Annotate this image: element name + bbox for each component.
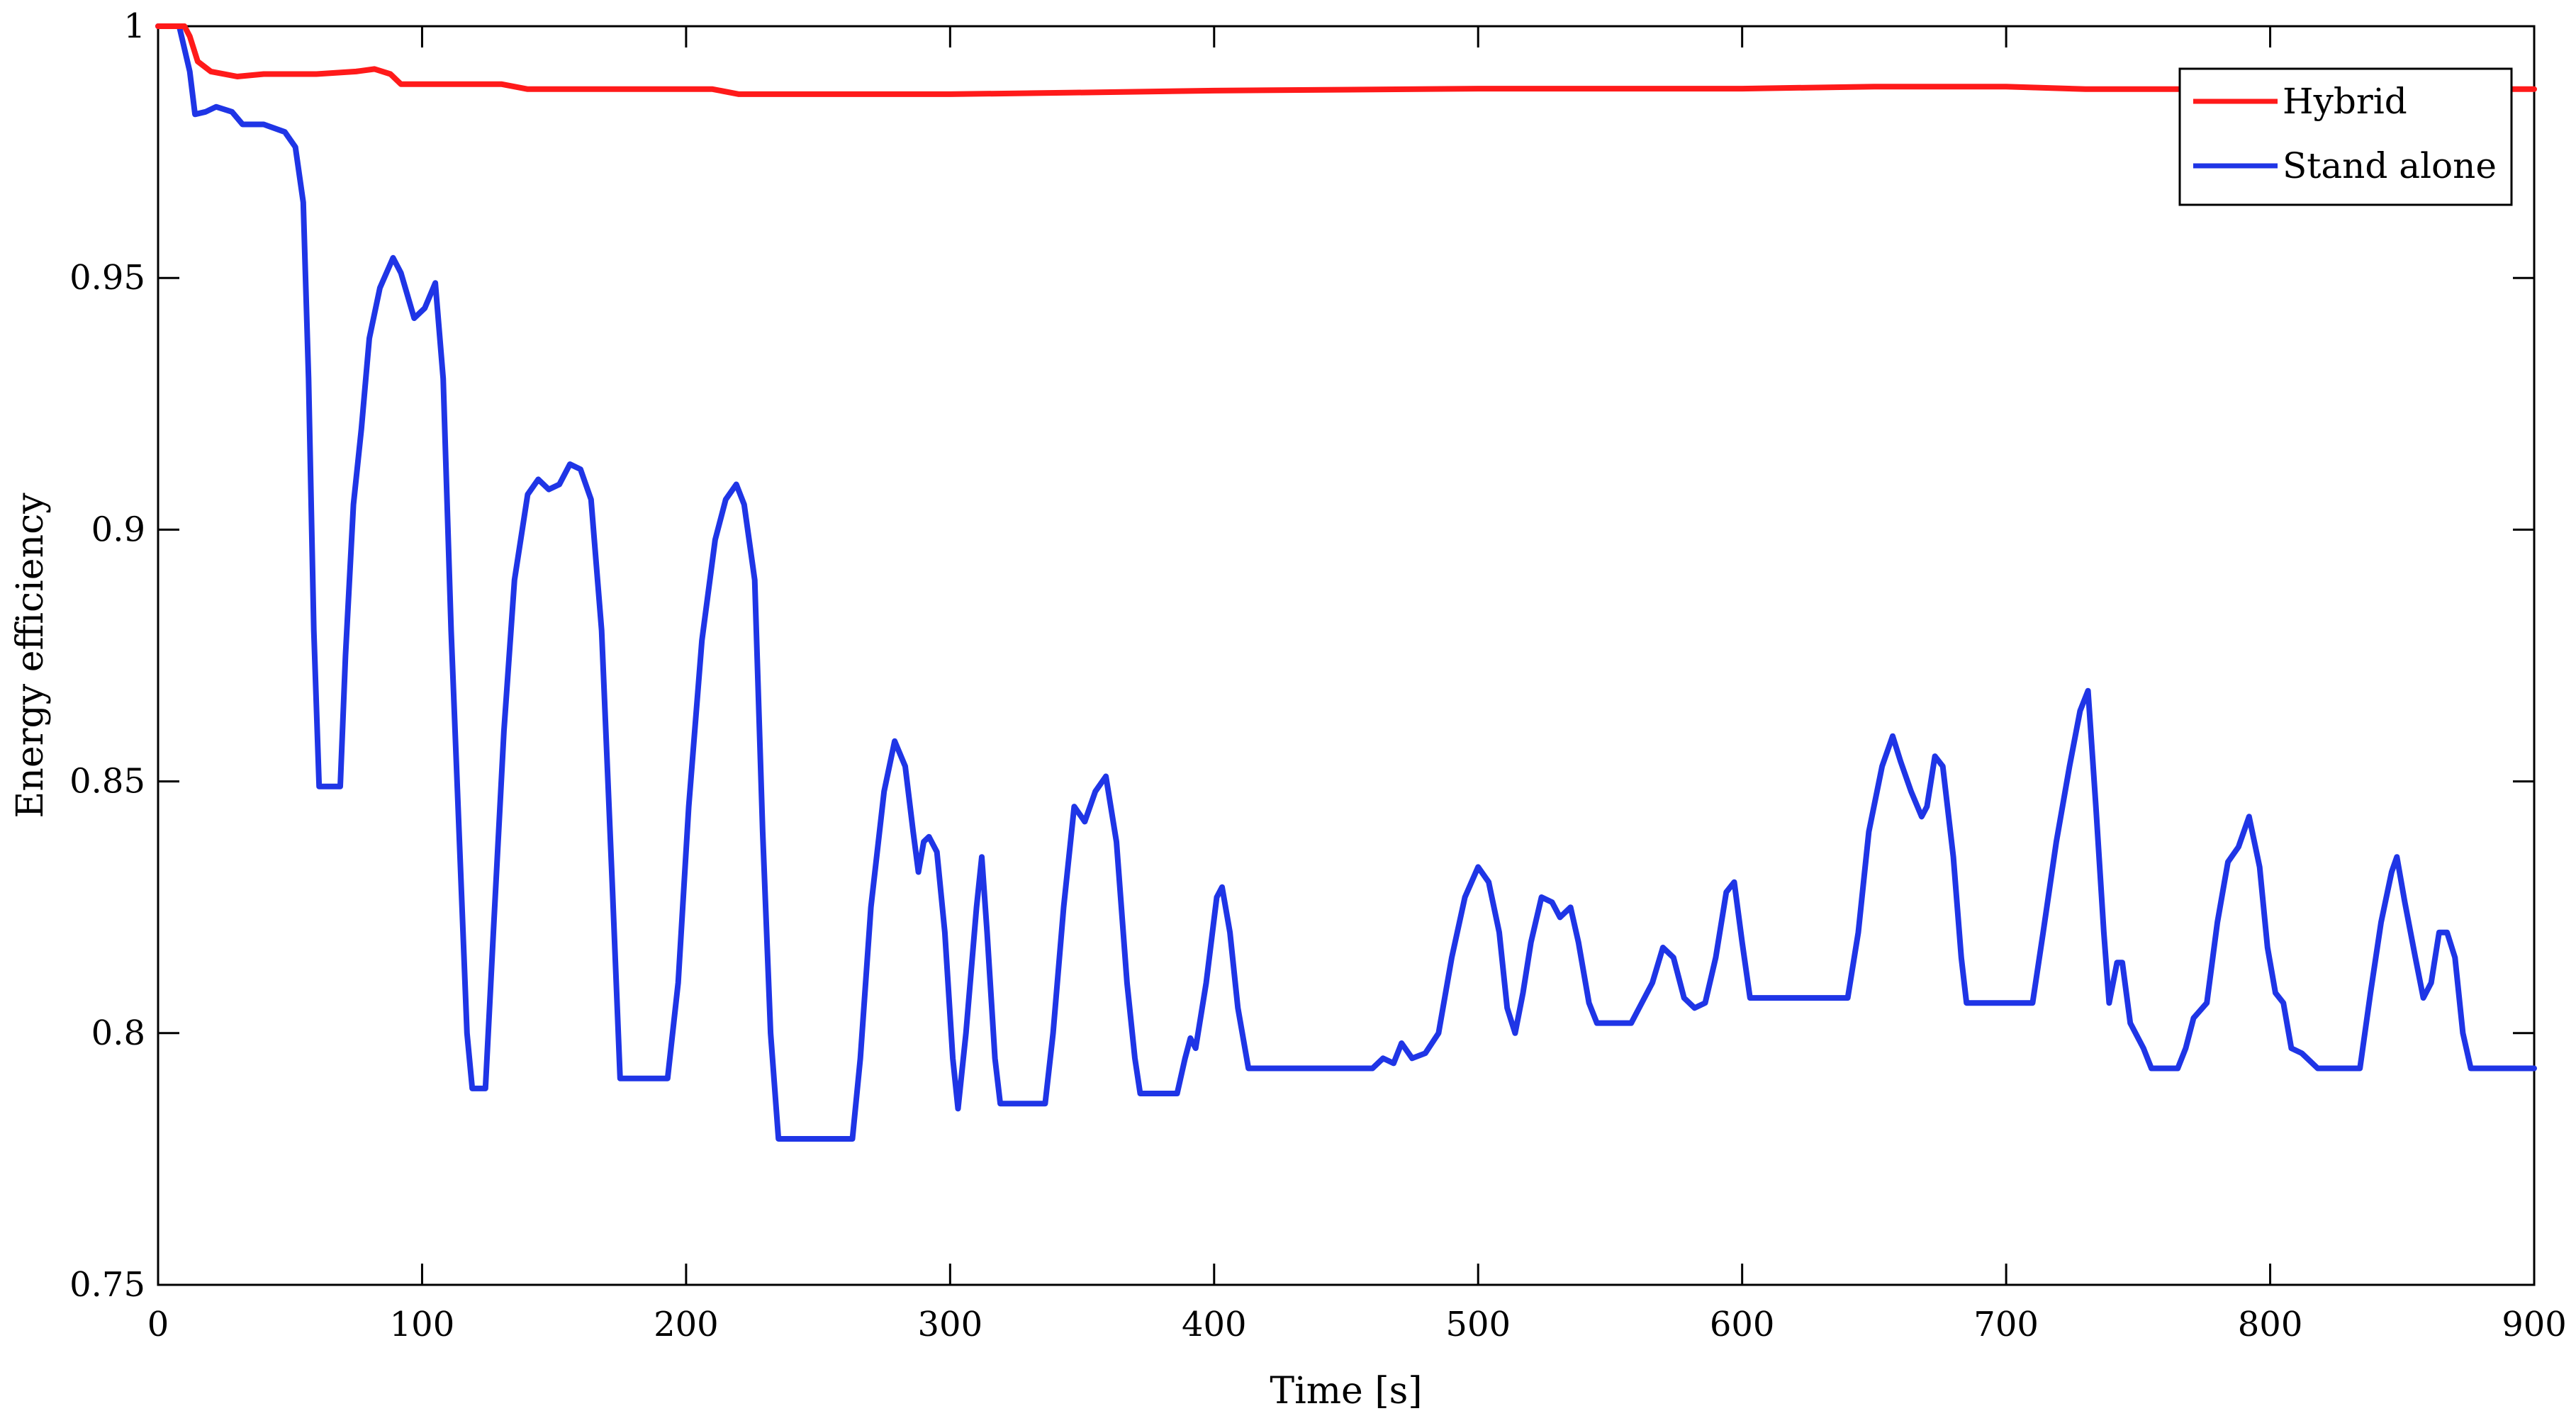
x-tick-label: 300 [918, 1305, 983, 1344]
y-tick-label: 0.95 [69, 258, 145, 298]
y-tick-label: 0.85 [69, 762, 145, 802]
legend-label-stand-alone: Stand alone [2283, 145, 2497, 186]
y-tick-label: 0.75 [69, 1265, 145, 1305]
x-tick-label: 200 [654, 1305, 719, 1344]
series-line-hybrid [155, 23, 2537, 97]
x-tick-label: 800 [2238, 1305, 2303, 1344]
series-line-stand-alone [155, 23, 2537, 1142]
legend: Hybrid Stand alone [2178, 67, 2513, 206]
x-tick-label: 900 [2502, 1305, 2567, 1344]
x-tick-label: 400 [1182, 1305, 1247, 1344]
y-axis-label: Energy efficiency [9, 493, 52, 819]
y-tick-label: 1 [123, 6, 145, 46]
legend-label-hybrid: Hybrid [2283, 81, 2407, 122]
x-axis: 0 100 200 300 400 500 600 700 800 900 [147, 26, 2567, 1344]
x-tick-label: 600 [1710, 1305, 1775, 1344]
series-layer [155, 23, 2537, 1142]
legend-box [2178, 67, 2513, 206]
x-tick-label: 0 [147, 1305, 169, 1344]
y-tick-label: 0.9 [91, 510, 145, 549]
x-tick-label: 500 [1445, 1305, 1511, 1344]
y-tick-label: 0.8 [91, 1013, 145, 1053]
y-axis: 0.75 0.8 0.85 0.9 0.95 1 [69, 6, 2534, 1305]
plot-area [157, 25, 2536, 1286]
x-axis-label: Time [s] [1270, 1370, 1422, 1412]
x-tick-label: 100 [390, 1305, 455, 1344]
x-tick-label: 700 [1973, 1305, 2039, 1344]
